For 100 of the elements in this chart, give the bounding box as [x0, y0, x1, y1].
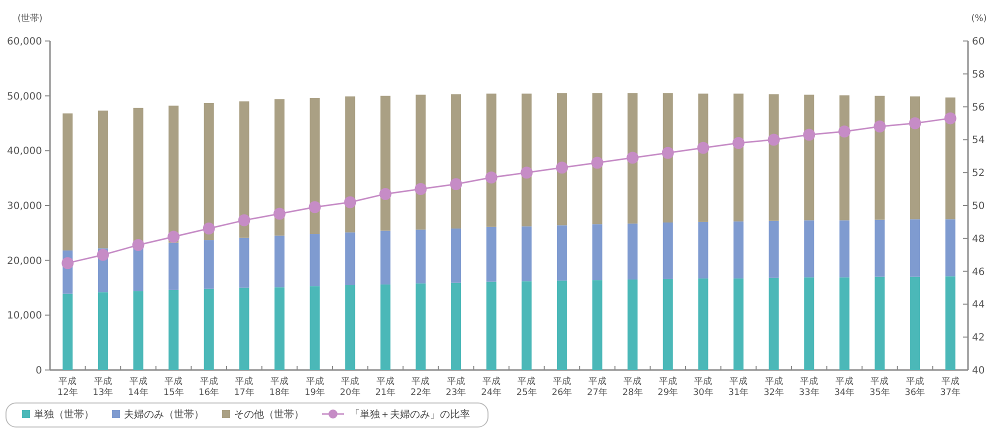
- bar: [910, 219, 920, 277]
- bar: [204, 102, 214, 240]
- bar: [274, 287, 284, 370]
- y2-tick-label: 54: [972, 135, 985, 146]
- legend-label: 夫婦のみ（世帯）: [124, 408, 204, 420]
- point: [308, 201, 321, 214]
- bar: [133, 291, 144, 370]
- legend-label: 単独（世帯）: [34, 408, 94, 420]
- point: [662, 146, 674, 159]
- point: [803, 128, 816, 141]
- x-tick-label: 平成31年: [728, 376, 749, 398]
- bar: [592, 224, 602, 280]
- bar: [486, 282, 496, 370]
- y-tick-label: 30,000: [7, 201, 42, 212]
- bar: [804, 277, 814, 370]
- bar: [380, 230, 390, 284]
- point: [62, 257, 74, 270]
- bar: [522, 94, 532, 226]
- bar: [274, 236, 284, 288]
- bar: [592, 93, 602, 224]
- bar: [698, 222, 708, 278]
- point: [450, 178, 462, 190]
- y2-tick-label: 48: [972, 234, 985, 245]
- point: [274, 208, 286, 220]
- point: [168, 230, 180, 243]
- point: [732, 136, 744, 149]
- legend-label: 「単独＋夫婦のみ」の比率: [350, 408, 470, 420]
- bar: [698, 278, 708, 370]
- bar: [734, 221, 744, 278]
- bar: [874, 96, 885, 220]
- point: [485, 172, 498, 184]
- bar: [592, 280, 602, 370]
- bar: [734, 94, 744, 222]
- bar: [310, 234, 320, 286]
- x-tick-label: 平成20年: [340, 376, 360, 398]
- bar: [734, 278, 744, 370]
- bar: [839, 277, 850, 370]
- y2-tick-label: 58: [972, 69, 985, 80]
- bar: [416, 283, 426, 370]
- bar: [874, 276, 885, 370]
- bar: [62, 294, 73, 370]
- point: [414, 183, 427, 196]
- bar: [556, 225, 567, 281]
- x-tick-label: 平成32年: [764, 376, 784, 398]
- bar: [416, 230, 426, 284]
- bar: [168, 242, 179, 290]
- y-tick-label: 10,000: [7, 310, 42, 322]
- x-tick-label: 平成34年: [834, 376, 855, 398]
- bar: [345, 232, 356, 286]
- x-tick-label: 平成13年: [92, 376, 114, 398]
- point: [626, 152, 639, 164]
- bar: [98, 110, 108, 248]
- bar: [380, 96, 390, 231]
- bar: [662, 222, 673, 279]
- point: [697, 142, 710, 154]
- bar: [310, 98, 320, 234]
- bar: [874, 220, 885, 277]
- legend-label: その他（世帯）: [234, 408, 304, 420]
- point: [202, 222, 215, 235]
- bar: [839, 220, 850, 278]
- bar: [628, 93, 638, 224]
- bar: [804, 220, 814, 278]
- bar: [804, 94, 814, 220]
- bar: [486, 94, 496, 227]
- bar: [168, 290, 179, 370]
- x-tick-label: 平成26年: [552, 376, 572, 398]
- bar: [945, 276, 956, 370]
- point: [838, 125, 850, 138]
- x-tick-label: 平成16年: [198, 376, 220, 398]
- bar: [522, 281, 532, 370]
- point: [344, 196, 356, 208]
- bar: [556, 93, 567, 226]
- point: [944, 112, 956, 124]
- x-tick-label: 平成14年: [128, 376, 148, 398]
- bar: [98, 292, 108, 370]
- x-tick-label: 平成36年: [904, 376, 926, 398]
- bar: [451, 94, 462, 229]
- bar: [168, 106, 179, 243]
- bar: [204, 288, 214, 370]
- x-tick-label: 平成29年: [658, 376, 678, 398]
- bar: [945, 219, 956, 276]
- y-tick-label: 60,000: [7, 36, 42, 48]
- x-tick-label: 平成25年: [516, 376, 537, 398]
- bar: [416, 94, 426, 230]
- x-tick-label: 平成37年: [940, 376, 961, 398]
- x-tick-label: 平成18年: [269, 376, 290, 398]
- bar: [628, 224, 638, 280]
- bar: [239, 288, 250, 370]
- bar: [556, 280, 567, 370]
- bar: [310, 286, 320, 370]
- y2-tick-label: 52: [972, 168, 985, 180]
- bar: [451, 228, 462, 283]
- bar: [345, 285, 356, 370]
- bar: [910, 96, 920, 220]
- y2-tick-label: 46: [972, 266, 985, 278]
- bar: [628, 280, 638, 370]
- bar: [945, 97, 956, 220]
- bar: [662, 93, 673, 222]
- y2-tick-label: 40: [972, 366, 985, 376]
- point: [556, 162, 568, 174]
